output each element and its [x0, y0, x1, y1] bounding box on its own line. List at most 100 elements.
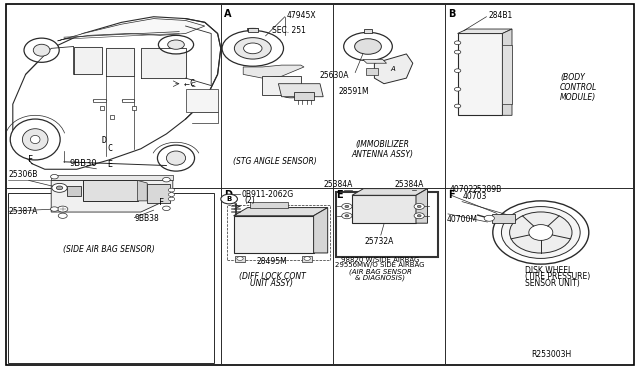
Circle shape: [244, 43, 262, 54]
Circle shape: [304, 257, 310, 260]
Text: 25732A: 25732A: [365, 237, 394, 246]
Circle shape: [484, 215, 495, 221]
Ellipse shape: [493, 201, 589, 264]
Ellipse shape: [529, 225, 553, 240]
Ellipse shape: [159, 35, 193, 54]
Polygon shape: [363, 60, 387, 63]
Text: B: B: [448, 9, 456, 19]
Bar: [8, 193, 214, 363]
Text: UNIT ASSY): UNIT ASSY): [250, 279, 294, 288]
Polygon shape: [374, 54, 413, 84]
Circle shape: [237, 257, 243, 260]
Text: F: F: [159, 198, 164, 207]
Text: 25384A: 25384A: [395, 180, 424, 189]
Text: A: A: [224, 9, 232, 19]
Text: (IMMOBILIZER
ANTENNA ASSY): (IMMOBILIZER ANTENNA ASSY): [351, 140, 413, 159]
Text: C: C: [189, 79, 195, 88]
Polygon shape: [106, 48, 134, 76]
Polygon shape: [243, 65, 304, 78]
Circle shape: [58, 206, 68, 212]
Polygon shape: [458, 29, 512, 33]
Text: 25387A: 25387A: [8, 207, 38, 216]
Bar: [302, 256, 312, 262]
Circle shape: [355, 39, 381, 54]
Circle shape: [52, 183, 67, 192]
Ellipse shape: [282, 92, 300, 98]
Text: 40700M: 40700M: [447, 215, 477, 224]
Polygon shape: [262, 76, 301, 95]
Polygon shape: [51, 175, 173, 180]
Text: R253003H: R253003H: [531, 350, 572, 359]
Bar: [336, 192, 438, 257]
Bar: [250, 202, 288, 208]
Text: (STG ANGLE SENSOR): (STG ANGLE SENSOR): [234, 157, 317, 166]
Text: & DIAGNOSIS): & DIAGNOSIS): [355, 274, 405, 280]
Text: 28495M: 28495M: [257, 257, 287, 266]
Polygon shape: [51, 180, 173, 212]
Text: 28591M: 28591M: [339, 87, 369, 96]
Circle shape: [222, 31, 284, 66]
Text: D: D: [101, 136, 106, 145]
Polygon shape: [352, 189, 428, 195]
Text: F: F: [448, 190, 454, 200]
Circle shape: [168, 197, 175, 201]
Ellipse shape: [31, 135, 40, 144]
Circle shape: [342, 213, 352, 219]
Circle shape: [454, 104, 461, 108]
Text: 9BB30: 9BB30: [69, 158, 97, 167]
Bar: [186, 89, 218, 112]
Ellipse shape: [33, 44, 50, 56]
Polygon shape: [58, 19, 205, 41]
Text: (TIRE PRESSURE): (TIRE PRESSURE): [525, 272, 590, 281]
Circle shape: [56, 186, 63, 190]
Text: C: C: [108, 144, 113, 153]
Polygon shape: [234, 216, 314, 253]
Ellipse shape: [24, 38, 60, 62]
Text: 47945X: 47945X: [287, 12, 316, 20]
Text: A: A: [390, 66, 395, 72]
Text: DISK WHEEL: DISK WHEEL: [525, 266, 572, 275]
Text: 40703: 40703: [463, 192, 487, 201]
Ellipse shape: [166, 151, 186, 165]
Text: (SIDE AIR BAG SENSOR): (SIDE AIR BAG SENSOR): [63, 245, 155, 254]
Bar: [248, 28, 258, 32]
Circle shape: [51, 207, 58, 211]
Circle shape: [414, 213, 424, 219]
Circle shape: [168, 188, 175, 192]
Bar: [294, 92, 314, 100]
Circle shape: [454, 87, 461, 91]
Bar: [458, 33, 502, 115]
Text: E: E: [336, 190, 342, 200]
Circle shape: [51, 174, 58, 179]
Circle shape: [454, 41, 461, 45]
Polygon shape: [416, 189, 428, 223]
Text: $\leftarrow$C: $\leftarrow$C: [182, 80, 197, 89]
Text: 25384A: 25384A: [323, 180, 353, 189]
Text: 0B911-2062G: 0B911-2062G: [241, 190, 294, 199]
Text: 9BB38: 9BB38: [134, 214, 159, 223]
Bar: [366, 68, 378, 75]
Circle shape: [344, 32, 392, 61]
Text: D: D: [224, 190, 232, 200]
Text: (AIR BAG SENSOR: (AIR BAG SENSOR: [349, 269, 412, 275]
Polygon shape: [74, 46, 102, 74]
Text: (BODY
CONTROL
MODULE): (BODY CONTROL MODULE): [560, 73, 597, 102]
Circle shape: [221, 194, 237, 204]
Ellipse shape: [502, 206, 580, 259]
Text: 40702: 40702: [450, 185, 474, 194]
Bar: [83, 180, 138, 201]
Ellipse shape: [22, 129, 48, 150]
Ellipse shape: [168, 40, 184, 49]
Text: 25389B: 25389B: [472, 185, 502, 194]
Text: (DIFF LOCK CONT: (DIFF LOCK CONT: [239, 272, 305, 280]
Text: SEC. 251: SEC. 251: [272, 26, 306, 35]
Circle shape: [168, 193, 175, 196]
Text: 29556MW/O SIDE AIRBAG: 29556MW/O SIDE AIRBAG: [335, 262, 425, 268]
Text: 98820 W/SIDE AIRBAG: 98820 W/SIDE AIRBAG: [341, 257, 419, 263]
Circle shape: [417, 205, 421, 208]
Bar: [67, 186, 81, 196]
Bar: [93, 99, 106, 102]
Text: F: F: [28, 155, 33, 164]
Bar: [147, 184, 170, 203]
Circle shape: [454, 69, 461, 73]
